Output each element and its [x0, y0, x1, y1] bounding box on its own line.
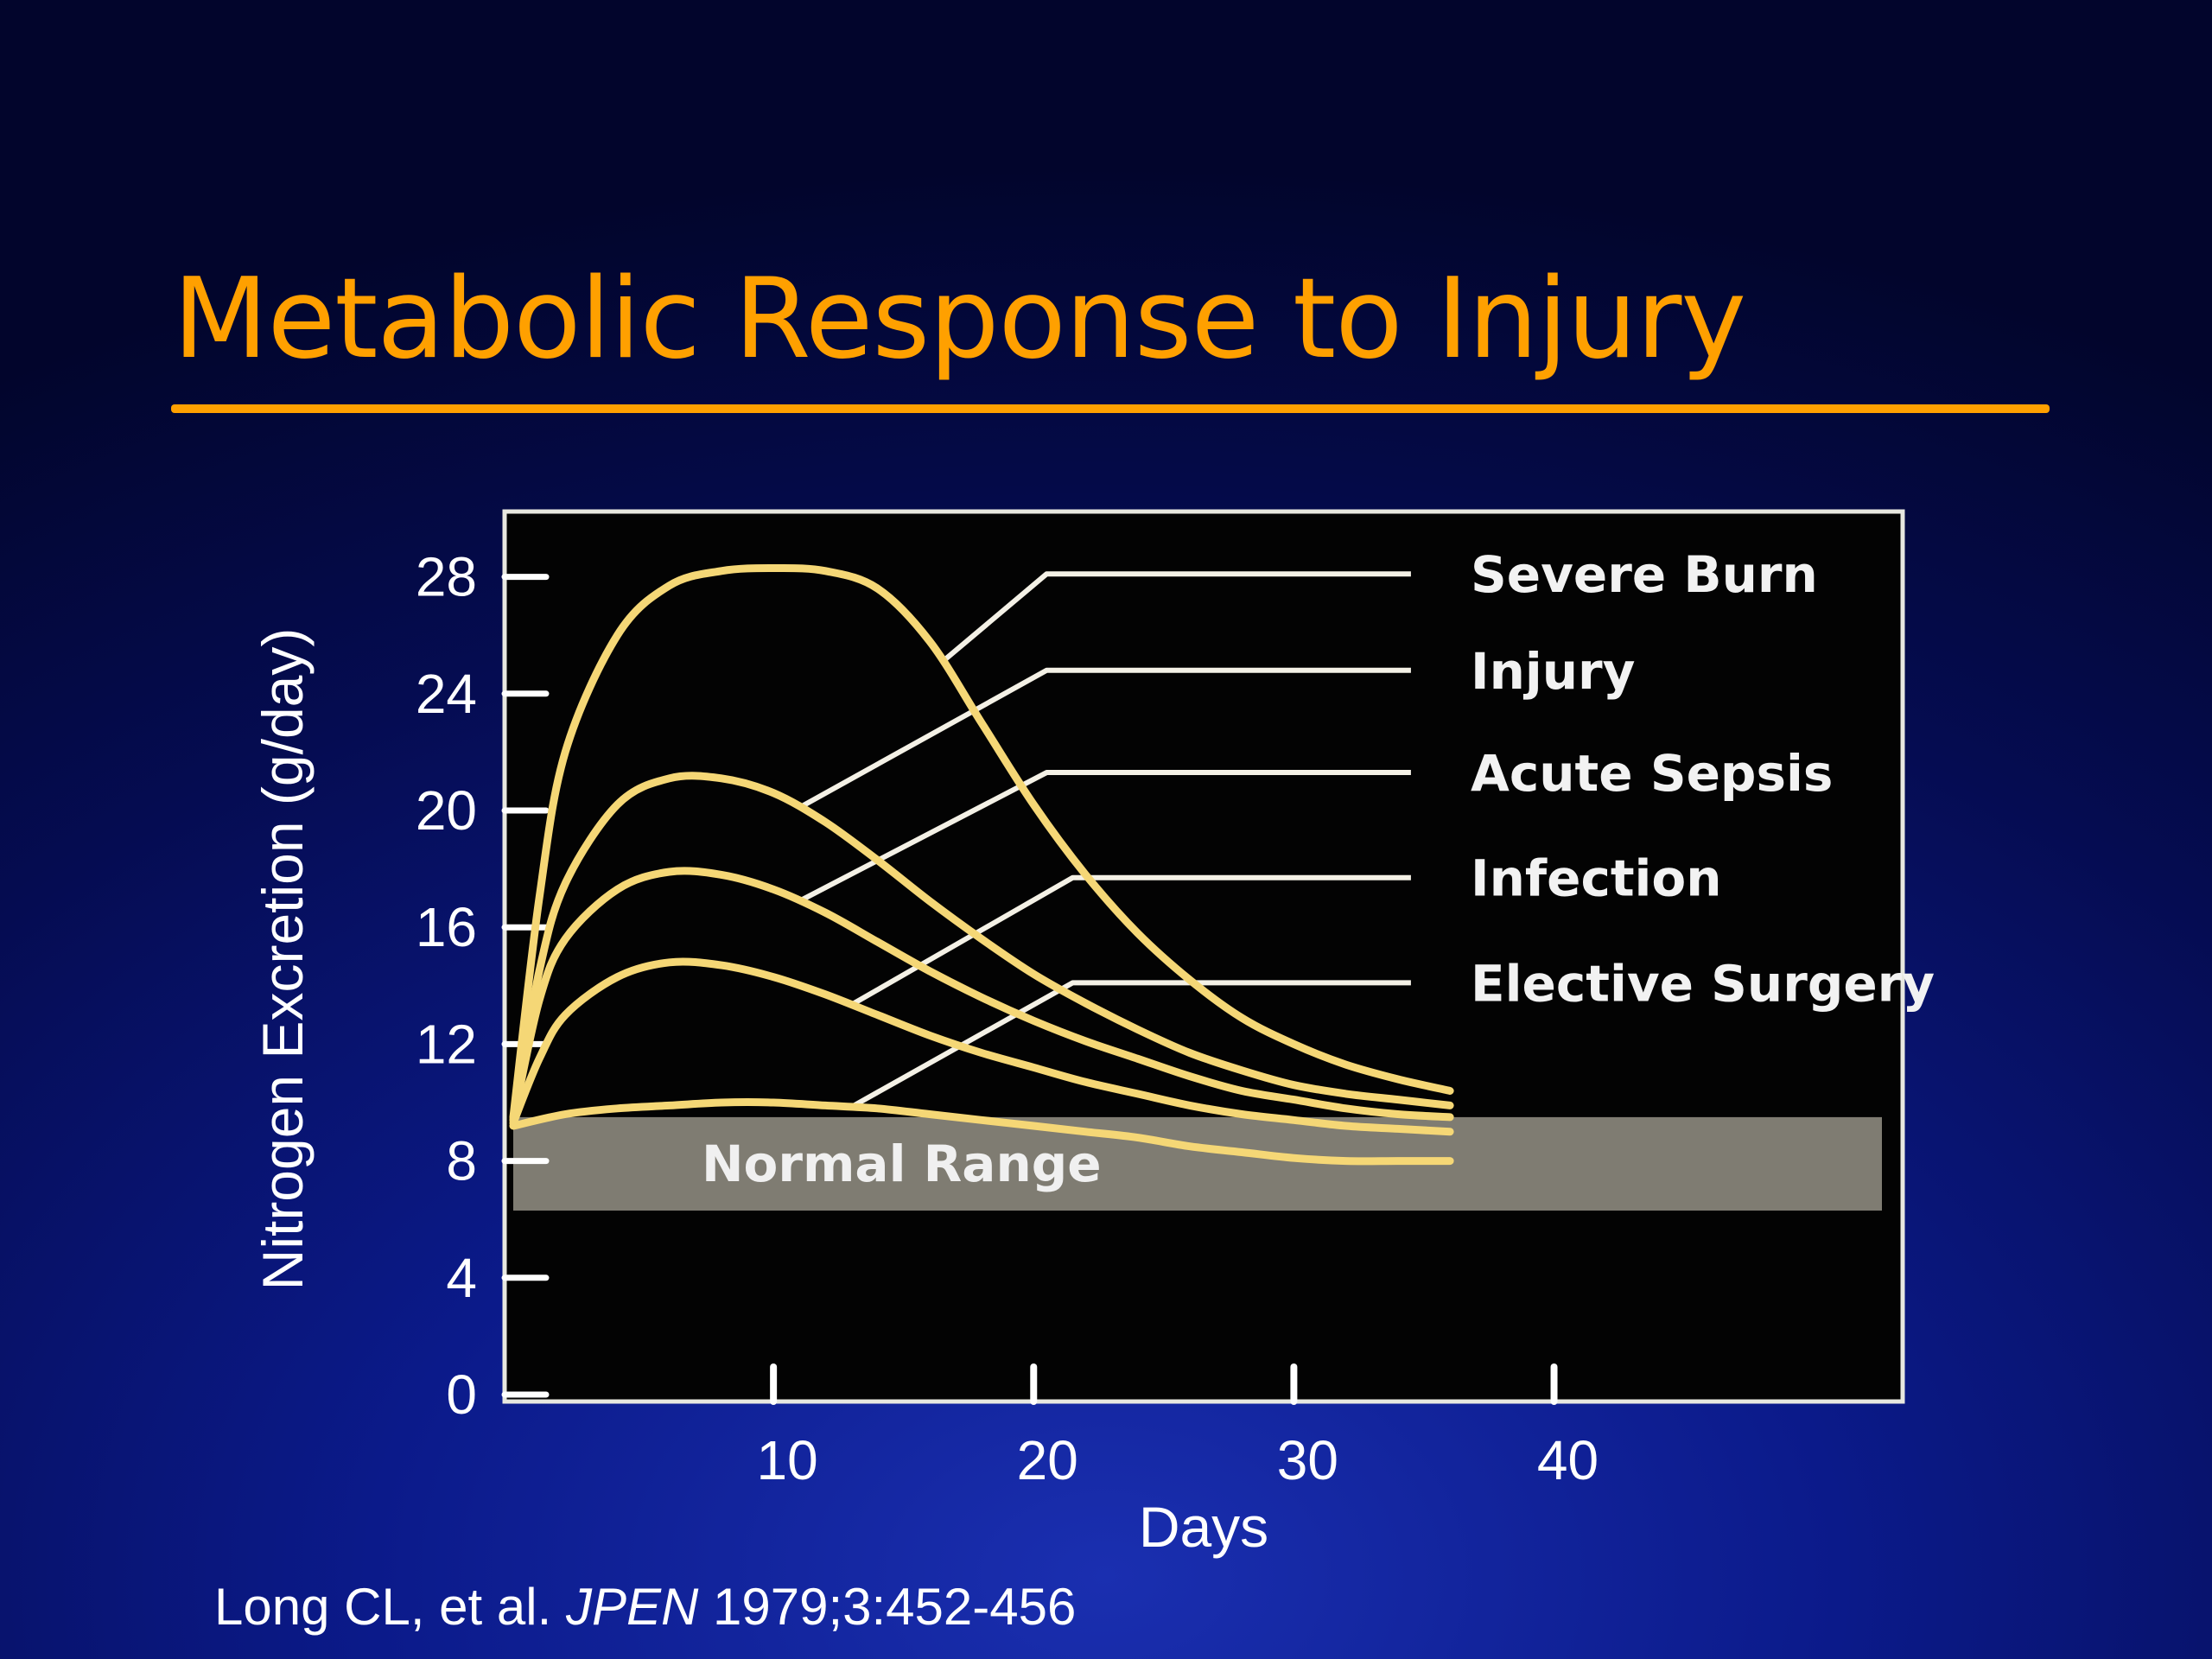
x-axis-title: Days	[1139, 1495, 1268, 1559]
leader-line-injury	[798, 667, 1411, 810]
y-tick-label-16: 16	[416, 896, 477, 958]
y-tick-label-8: 8	[446, 1130, 477, 1192]
series-line-severe-burn	[509, 563, 1454, 1122]
series-line-acute-sepsis	[509, 867, 1454, 1124]
citation-authors: Long CL, et al.	[214, 1578, 552, 1636]
series-layer	[509, 563, 1454, 1166]
slide-title: Metabolic Response to Injury	[173, 255, 1746, 384]
legend-label-acute-sepsis: Acute Sepsis	[1471, 744, 1833, 803]
series-line-elective-surgery	[509, 1098, 1454, 1166]
x-tick-label-20: 20	[1017, 1429, 1078, 1491]
citation-journal: JPEN	[565, 1578, 699, 1636]
normal-range-band	[513, 1116, 1882, 1211]
x-tick-label-10: 10	[757, 1429, 818, 1491]
legend-label-infection: Infection	[1471, 849, 1722, 908]
leader-line-acute-sepsis	[798, 770, 1411, 904]
legend-label-elective-surgery: Elective Surgery	[1471, 954, 1935, 1013]
legend-label-severe-burn: Severe Burn	[1471, 545, 1818, 604]
x-tick-label-40: 40	[1537, 1429, 1599, 1491]
leader-line-elective-surgery	[850, 980, 1411, 1109]
series-line-injury	[509, 772, 1454, 1124]
y-tick-label-0: 0	[446, 1363, 477, 1426]
leader-line-layer	[798, 571, 1411, 1109]
x-tick-label-30: 30	[1277, 1429, 1338, 1491]
y-tick-label-20: 20	[416, 779, 477, 842]
normal-range-layer: Normal Range	[513, 1116, 1882, 1211]
y-tick-label-24: 24	[416, 663, 477, 725]
y-tick-label-12: 12	[416, 1013, 477, 1075]
y-tick-label-28: 28	[416, 546, 477, 608]
legend-layer: Severe Burn Injury Acute Sepsis Infection El…	[1471, 545, 1935, 1013]
series-line-infection	[509, 957, 1454, 1136]
leader-line-infection	[849, 874, 1411, 1007]
y-tick-label-4: 4	[446, 1247, 477, 1309]
citation-reference: 1979;3:452-456	[712, 1578, 1077, 1636]
leader-line-severe-burn	[940, 571, 1411, 664]
normal-range-label: Normal Range	[702, 1135, 1102, 1193]
axis-layer: 0 4 8 12 16 20 24 28 10 20 30 40 Days	[416, 546, 1599, 1559]
title-underline	[171, 404, 2050, 413]
legend-label-injury: Injury	[1471, 642, 1635, 701]
citation: Long CL, et al. JPEN 1979;3:452-456	[214, 1577, 1076, 1637]
plot-frame	[502, 509, 1905, 1404]
